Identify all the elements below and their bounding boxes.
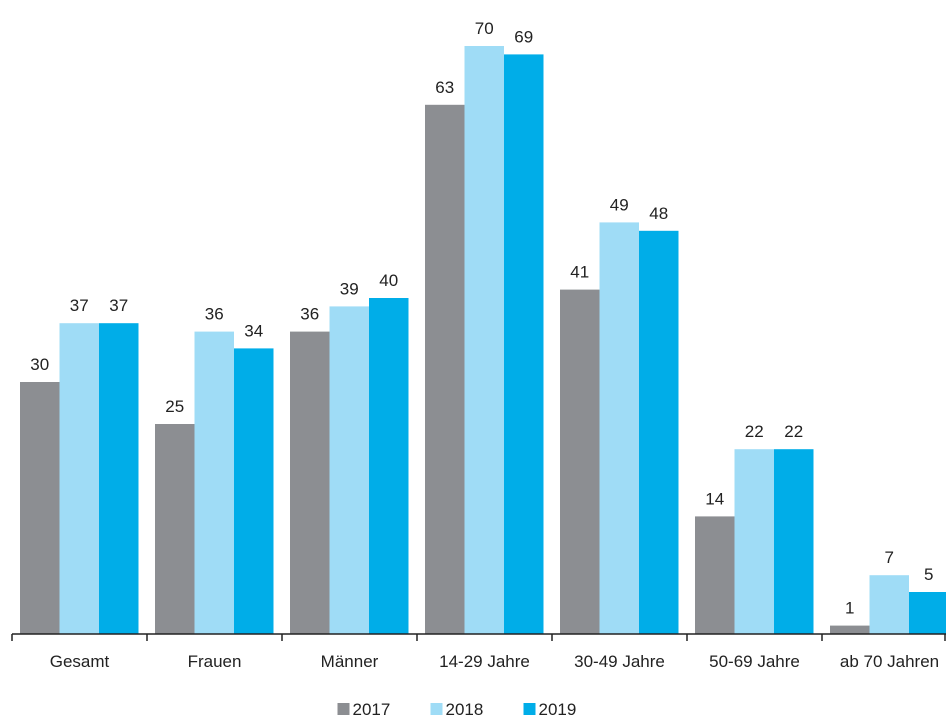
value-label: 70	[475, 19, 494, 38]
value-label: 30	[30, 355, 49, 374]
legend-swatch-2017	[337, 703, 350, 715]
bar-2017-7	[830, 625, 870, 634]
value-label: 14	[705, 489, 724, 508]
bar-2017-4	[425, 104, 465, 635]
x-axis: Gesamt Frauen Männer 14-29 Jahre 30-49 Jahre…	[11, 633, 946, 671]
bar-2019-6	[774, 449, 814, 634]
bar-2017-3	[290, 331, 330, 634]
value-label: 22	[784, 422, 803, 441]
bar-2019-4	[504, 54, 544, 634]
x-tick-label: 14-29 Jahre	[439, 652, 530, 671]
bar-2017-2	[155, 424, 195, 634]
x-tick-label: Frauen	[188, 652, 242, 671]
value-label: 36	[205, 305, 224, 324]
bar-2019-5	[639, 230, 679, 635]
bar-2018-1	[59, 323, 99, 634]
value-label: 63	[435, 78, 454, 97]
bar-2017-1	[20, 382, 60, 634]
bar-2018-5	[599, 222, 639, 634]
bar-2017-6	[695, 516, 735, 634]
value-label: 7	[885, 548, 894, 567]
value-label: 39	[340, 279, 359, 298]
x-tick-label: Männer	[321, 652, 379, 671]
bar-2017-5	[560, 289, 600, 634]
legend-label-2018: 2018	[446, 700, 484, 718]
value-label: 36	[300, 305, 319, 324]
value-label: 34	[244, 321, 263, 340]
legend: 2017 2018 2019	[337, 700, 577, 718]
value-label: 1	[845, 599, 854, 618]
value-label: 37	[70, 296, 89, 315]
value-label: 37	[109, 296, 128, 315]
legend-label-2019: 2019	[539, 700, 577, 718]
bar-2018-2	[194, 331, 234, 634]
value-label: 49	[610, 195, 629, 214]
legend-swatch-2018	[430, 703, 443, 715]
value-label: 41	[570, 263, 589, 282]
bar-2018-4	[464, 46, 504, 634]
bar-2019-2	[234, 348, 274, 634]
bars-group	[20, 46, 946, 635]
value-label: 48	[649, 204, 668, 223]
x-tick-label: Gesamt	[50, 652, 110, 671]
value-label: 5	[924, 565, 933, 584]
value-label: 25	[165, 397, 184, 416]
bar-2018-6	[734, 449, 774, 634]
x-tick-label: 50-69 Jahre	[709, 652, 800, 671]
value-label: 69	[514, 27, 533, 46]
x-tick-label: ab 70 Jahren	[840, 652, 939, 671]
x-tick-label: 30-49 Jahre	[574, 652, 665, 671]
bar-2019-3	[369, 298, 409, 634]
legend-swatch-2019	[523, 703, 536, 715]
value-label: 40	[379, 271, 398, 290]
bar-2018-7	[869, 575, 909, 634]
bar-2018-3	[329, 306, 369, 634]
value-labels-group: 30 37 37 25 36 34 36 39 40 63 70 69 41 49 48 14 22 22 1 7 5	[30, 19, 933, 618]
bar-2019-7	[909, 592, 946, 634]
legend-label-2017: 2017	[353, 700, 391, 718]
value-label: 22	[745, 422, 764, 441]
bar-2019-1	[99, 323, 139, 634]
